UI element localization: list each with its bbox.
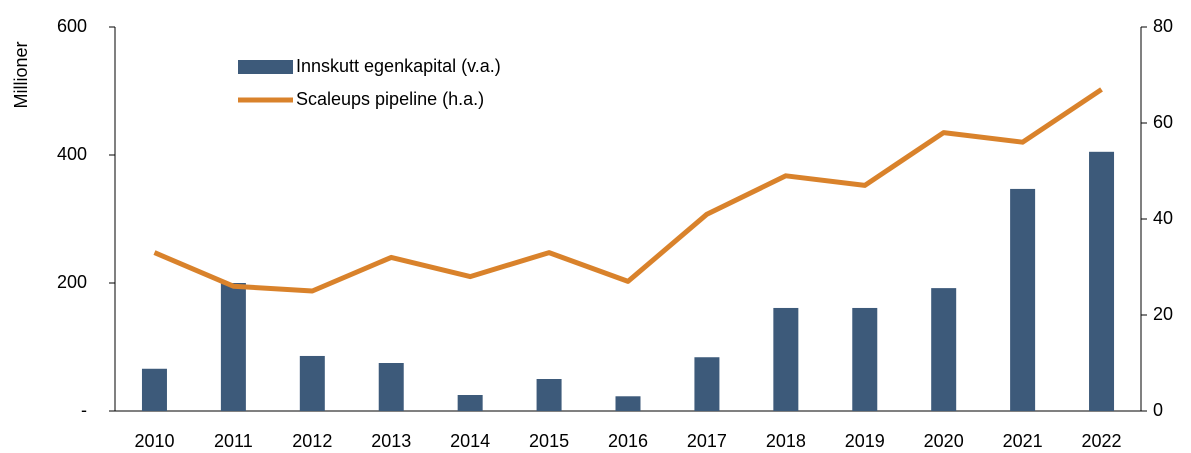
bar — [536, 379, 562, 411]
legend-label: Scaleups pipeline (h.a.) — [296, 89, 484, 109]
bar — [220, 283, 246, 411]
bar — [457, 395, 483, 411]
bar — [773, 307, 799, 411]
x-tick-label: 2011 — [214, 431, 253, 451]
bar — [1089, 151, 1115, 412]
x-tick-label: 2010 — [134, 431, 174, 451]
x-tick-label: 2022 — [1082, 431, 1122, 451]
x-tick-label: 2021 — [1003, 431, 1043, 451]
x-tick-label: 2017 — [687, 431, 727, 451]
legend-label: Innskutt egenkapital (v.a.) — [296, 56, 501, 76]
y2-tick-label: 60 — [1153, 112, 1173, 132]
bar — [299, 355, 325, 411]
bar — [694, 357, 720, 411]
y-tick-label: 400 — [57, 144, 87, 164]
bar — [852, 307, 878, 411]
x-tick-label: 2013 — [371, 431, 411, 451]
y-axis-label: Millioner — [11, 41, 31, 108]
legend-swatch — [238, 60, 293, 74]
y-tick-label: 600 — [57, 16, 87, 36]
bar — [141, 368, 167, 411]
x-tick-label: 2016 — [608, 431, 648, 451]
x-tick-label: 2018 — [766, 431, 806, 451]
y2-tick-label: 0 — [1153, 400, 1163, 420]
bar — [378, 363, 404, 411]
x-tick-label: 2014 — [450, 431, 490, 451]
y2-tick-label: 80 — [1153, 16, 1173, 36]
x-tick-label: 2019 — [845, 431, 885, 451]
bar — [615, 396, 641, 411]
x-tick-label: 2015 — [529, 431, 569, 451]
x-tick-label: 2012 — [292, 431, 332, 451]
y-tick-label: - — [81, 400, 87, 420]
x-tick-label: 2020 — [924, 431, 964, 451]
bar — [931, 288, 957, 411]
y2-tick-label: 20 — [1153, 304, 1173, 324]
y-tick-label: 200 — [57, 272, 87, 292]
line — [153, 87, 1103, 294]
bar — [1010, 188, 1036, 411]
y2-tick-label: 40 — [1153, 208, 1173, 228]
